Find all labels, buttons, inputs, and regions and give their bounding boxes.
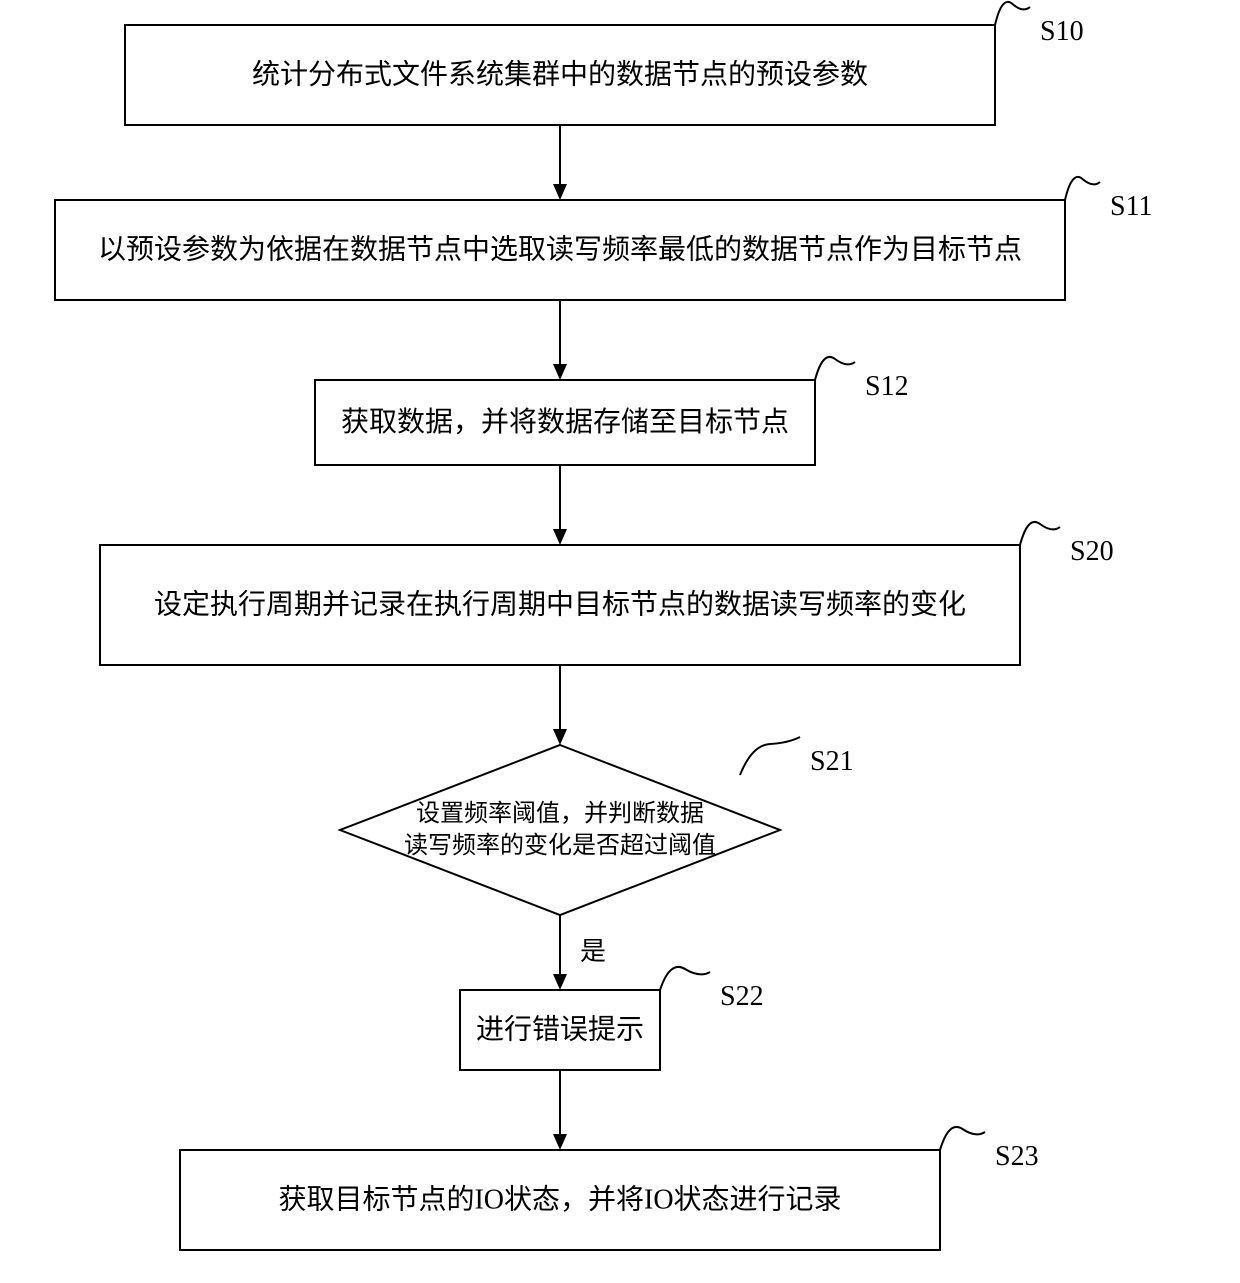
step-label: S10 — [1040, 16, 1084, 47]
flow-box-text: 设定执行周期并记录在执行周期中目标节点的数据读写频率的变化 — [154, 589, 966, 621]
flow-decision-text: 读写频率的变化是否超过阈值 — [404, 832, 716, 859]
flow-box-text: 统计分布式文件系统集群中的数据节点的预设参数 — [252, 59, 868, 91]
edge-label: 是 — [580, 937, 606, 966]
step-label: S22 — [720, 981, 764, 1012]
flow-decision-text: 设置频率阈值，并判断数据 — [416, 800, 704, 827]
flow-box-text: 获取数据，并将数据存储至目标节点 — [341, 406, 789, 438]
step-label: S11 — [1110, 191, 1153, 222]
flow-box-text: 进行错误提示 — [476, 1014, 644, 1046]
flow-box-text: 获取目标节点的IO状态，并将IO状态进行记录 — [278, 1184, 841, 1216]
step-label: S12 — [865, 371, 909, 402]
step-label: S23 — [995, 1141, 1039, 1172]
flowchart: 是 统计分布式文件系统集群中的数据节点的预设参数以预设参数为依据在数据节点中选取读… — [0, 0, 1240, 1283]
flow-box-text: 以预设参数为依据在数据节点中选取读写频率最低的数据节点作为目标节点 — [98, 234, 1022, 266]
step-label: S21 — [810, 746, 854, 777]
step-label: S20 — [1070, 536, 1114, 567]
